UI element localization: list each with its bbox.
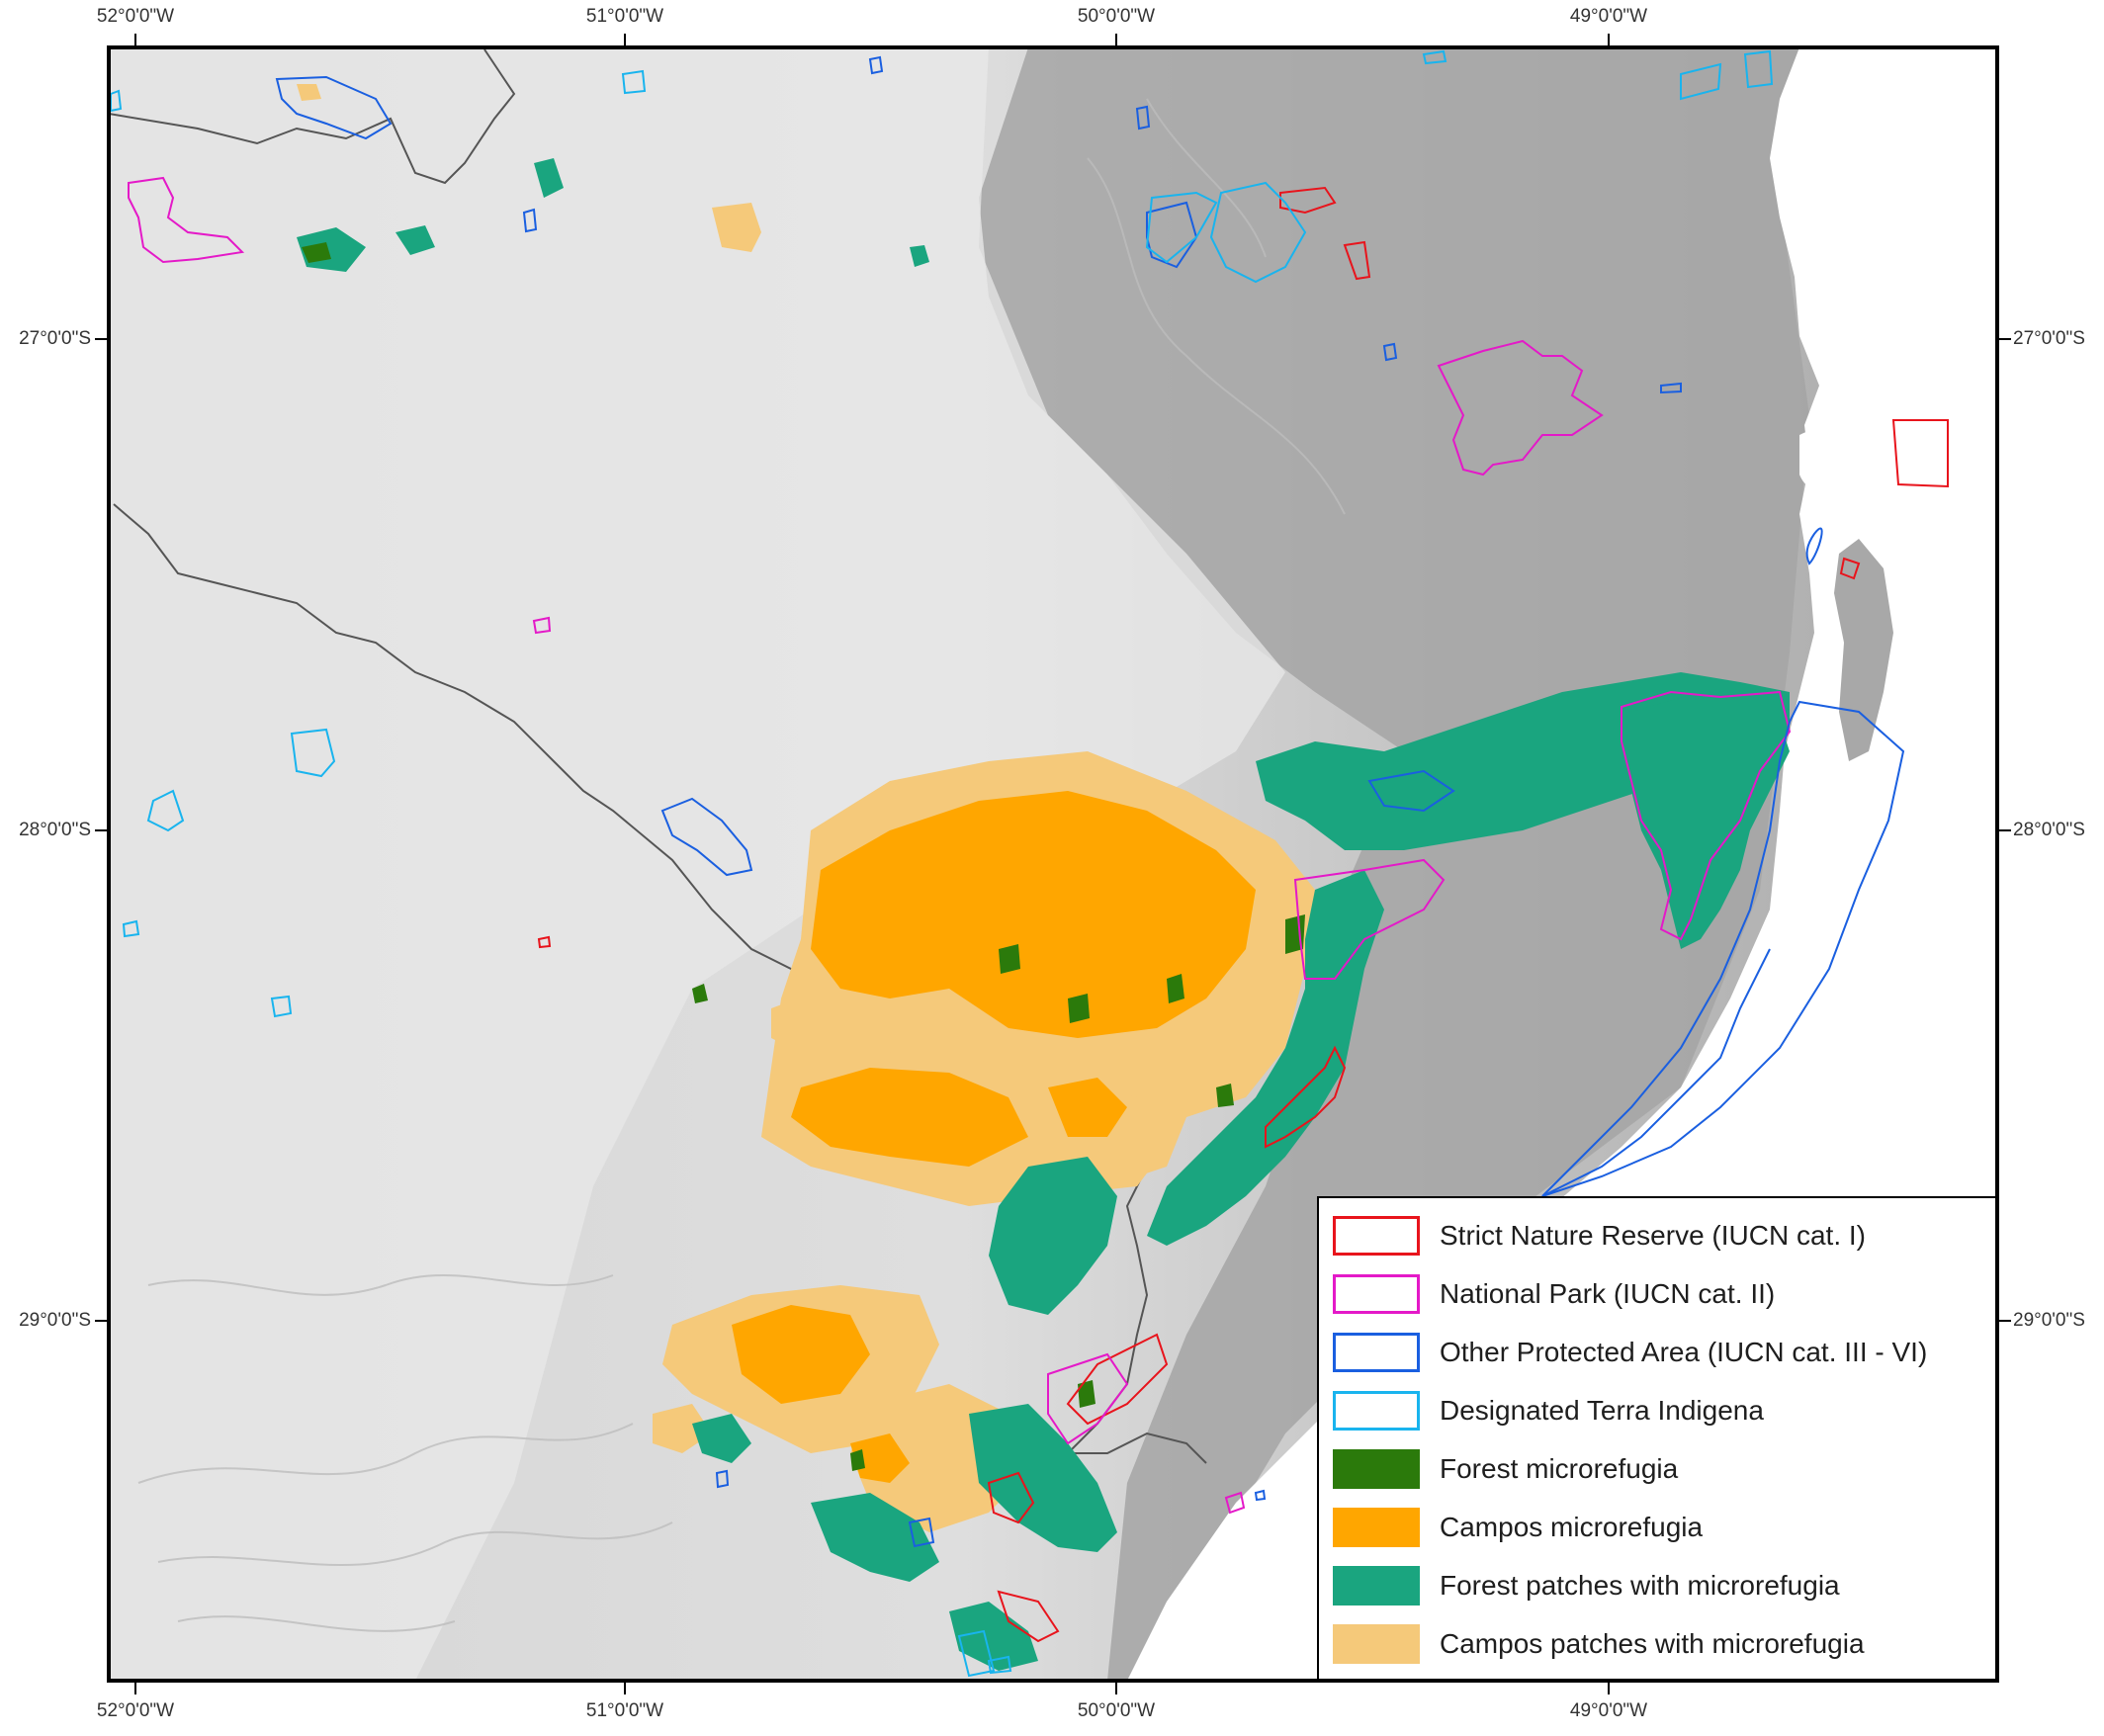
legend-swatch xyxy=(1333,1274,1420,1314)
legend-swatch xyxy=(1333,1508,1420,1547)
legend-item-other-protected-area: Other Protected Area (IUCN cat. III - VI… xyxy=(1333,1331,1927,1374)
lat-label-left-1: 27°0'0"S xyxy=(19,328,91,349)
other-protected-areas xyxy=(275,55,1905,1548)
coastal-lagoon xyxy=(1799,428,1852,491)
lon-label-bottom-1: 52°0'0"W xyxy=(96,1700,175,1721)
legend-item-national-park: National Park (IUCN cat. II) xyxy=(1333,1272,1775,1316)
lat-label-right-1: 27°0'0"S xyxy=(2013,328,2085,349)
legend-item-campos-microrefugia: Campos microrefugia xyxy=(1333,1506,1703,1549)
lon-label-bottom-4: 49°0'0"W xyxy=(1569,1700,1648,1721)
lon-label-top-3: 50°0'0"W xyxy=(1077,6,1156,27)
lat-label-left-3: 29°0'0"S xyxy=(19,1310,91,1331)
legend-swatch xyxy=(1333,1216,1420,1256)
legend-label: Designated Terra Indigena xyxy=(1440,1395,1764,1426)
legend-label: Campos patches with microrefugia xyxy=(1440,1628,1865,1659)
legend-swatch xyxy=(1333,1391,1420,1431)
lat-label-right-2: 28°0'0"S xyxy=(2013,820,2085,840)
map-legend: Strict Nature Reserve (IUCN cat. I) Nati… xyxy=(1317,1196,1997,1681)
map-canvas xyxy=(109,47,1997,1681)
lon-label-top-1: 52°0'0"W xyxy=(96,6,175,27)
graticule-ticks xyxy=(95,34,2011,1694)
legend-item-forest-patches: Forest patches with microrefugia xyxy=(1333,1564,1840,1607)
lon-label-top-2: 51°0'0"W xyxy=(585,6,664,27)
strict-nature-reserves xyxy=(537,186,1949,1643)
legend-item-terra-indigena: Designated Terra Indigena xyxy=(1333,1389,1764,1432)
highland-plateau-light xyxy=(109,47,1285,1681)
legend-swatch xyxy=(1333,1624,1420,1664)
legend-item-strict-nature-reserve: Strict Nature Reserve (IUCN cat. I) xyxy=(1333,1214,1866,1258)
lon-label-top-4: 49°0'0"W xyxy=(1569,6,1648,27)
legend-item-campos-patches: Campos patches with microrefugia xyxy=(1333,1622,1865,1666)
legend-swatch xyxy=(1333,1449,1420,1489)
legend-label: Other Protected Area (IUCN cat. III - VI… xyxy=(1440,1337,1928,1367)
lon-label-bottom-3: 50°0'0"W xyxy=(1077,1700,1156,1721)
legend-item-forest-microrefugia: Forest microrefugia xyxy=(1333,1447,1678,1491)
lat-label-left-2: 28°0'0"S xyxy=(19,820,91,840)
legend-label: Strict Nature Reserve (IUCN cat. I) xyxy=(1440,1220,1866,1251)
national-parks xyxy=(128,176,1792,1515)
legend-swatch xyxy=(1333,1333,1420,1372)
lon-label-bottom-2: 51°0'0"W xyxy=(585,1700,664,1721)
river-valleys xyxy=(137,98,1346,1632)
campos-microrefugia-layer xyxy=(732,791,1256,1483)
coastal-island xyxy=(1834,539,1893,761)
legend-swatch xyxy=(1333,1566,1420,1606)
legend-label: Forest patches with microrefugia xyxy=(1440,1570,1840,1601)
lat-label-right-3: 29°0'0"S xyxy=(2013,1310,2085,1331)
legend-label: National Park (IUCN cat. II) xyxy=(1440,1278,1776,1309)
legend-label: Forest microrefugia xyxy=(1440,1453,1679,1484)
legend-label: Campos microrefugia xyxy=(1440,1512,1704,1542)
map-frame xyxy=(107,45,1999,1683)
